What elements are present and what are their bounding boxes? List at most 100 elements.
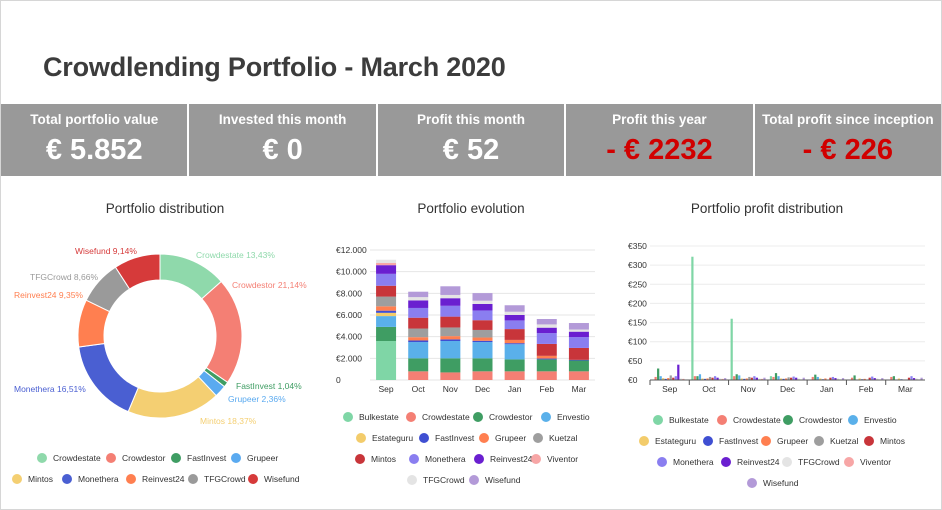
bar-mintos-mar xyxy=(907,377,911,380)
legend-label-mintos: Mintos xyxy=(28,474,53,484)
bar-segment-reinvest24-mar xyxy=(568,331,589,338)
portfolio-distribution-donut: Crowdestate 13,43% Crowdestor 21,14% FastI… xyxy=(12,246,307,484)
bar-mintos-nov xyxy=(750,377,753,380)
legend-label-fastinvest: FastInvest xyxy=(435,433,475,443)
legend-swatch-wisefund xyxy=(747,478,757,488)
bar-crowdestor-sep xyxy=(657,368,660,380)
bar-segment-tfgcrowd-mar xyxy=(568,329,589,332)
bar-segment-crowdestate-jan xyxy=(504,371,525,380)
bar-estateguru-dec xyxy=(779,378,783,380)
slice-label-wisefund: Wisefund 9,14% xyxy=(75,246,137,256)
bar-segment-wisefund-oct xyxy=(408,291,429,298)
legend-label-tfgcrowd: TFGCrowd xyxy=(204,474,246,484)
y-tick-label: €8.000 xyxy=(336,288,362,298)
x-tick-label: Sep xyxy=(662,384,677,394)
bar-segment-fastinvest-nov xyxy=(440,339,461,341)
bar-segment-monethera-sep xyxy=(376,273,397,286)
legend-swatch-crowdestor xyxy=(783,415,793,425)
legend-label-envestio: Envestio xyxy=(864,415,897,425)
bar-tfgcrowd-feb xyxy=(876,378,879,380)
y-tick-label: €350 xyxy=(628,241,647,251)
kpi-total-profit-since-inception: Total profit since inception - € 226 xyxy=(754,104,942,176)
kpi-value: € 0 xyxy=(262,134,303,166)
donut-slice-crowdestor xyxy=(201,280,243,384)
legend-swatch-monethera xyxy=(657,457,667,467)
slice-label-tfgcrowd: TFGCrowd 8,66% xyxy=(30,272,98,282)
legend-label-grupeer: Grupeer xyxy=(777,436,808,446)
legend-label-bulkestate: Bulkestate xyxy=(359,412,399,422)
bar-segment-crowdestor-feb xyxy=(536,359,557,372)
legend-swatch-tfgcrowd xyxy=(407,475,417,485)
bar-crowdestor-dec xyxy=(774,373,778,380)
legend-label-estateguru: Estateguru xyxy=(655,436,696,446)
bar-grupeer-sep xyxy=(667,378,670,380)
bar-fastinvest-oct xyxy=(703,378,707,380)
kpi-value: - € 226 xyxy=(802,134,893,166)
legend-swatch-estateguru xyxy=(639,436,649,446)
slice-label-crowdestor: Crowdestor 21,14% xyxy=(232,280,307,290)
bar-segment-crowdestate-oct xyxy=(408,371,429,380)
bar-crowdestate-oct xyxy=(693,376,697,380)
bar-crowdestate-feb xyxy=(850,377,854,380)
kpi-bar: Total portfolio value € 5.852 Invested t… xyxy=(1,104,942,176)
bar-segment-reinvest24-nov xyxy=(440,298,461,306)
bar-segment-crowdestate-mar xyxy=(568,371,589,380)
bar-fastinvest-sep xyxy=(664,378,667,380)
bar-viventor-sep xyxy=(682,378,685,380)
bar-segment-reinvest24-sep xyxy=(376,265,397,274)
legend-label-reinvest24: Reinvest24 xyxy=(737,457,780,467)
bar-segment-wisefund-feb xyxy=(536,319,557,325)
kpi-label: Total profit since inception xyxy=(762,112,934,127)
bar-crowdestor-nov xyxy=(735,374,738,380)
kpi-profit-this-month: Profit this month € 52 xyxy=(377,104,567,176)
bar-crowdestor-mar xyxy=(892,376,895,380)
legend-swatch-crowdestor xyxy=(473,412,483,422)
bar-segment-wisefund-jan xyxy=(504,305,525,312)
slice-label-grupeer: Grupeer 2,36% xyxy=(228,394,286,404)
bar-segment-crowdestate-dec xyxy=(472,371,493,380)
legend-swatch-grupeer xyxy=(479,433,489,443)
bar-grupeer-jan xyxy=(824,378,827,380)
y-tick-label: €12.000 xyxy=(336,245,367,255)
legend-swatch-kuetzal xyxy=(533,433,543,443)
bar-segment-monethera-oct xyxy=(408,307,429,318)
bar-grupeer-dec xyxy=(784,378,788,380)
evolution-chart-title: Portfolio evolution xyxy=(417,201,525,216)
legend-swatch-reinvest24 xyxy=(126,474,136,484)
legend-label-tfgcrowd: TFGCrowd xyxy=(798,457,840,467)
kpi-label: Profit this year xyxy=(612,112,707,127)
bar-segment-envestio-nov xyxy=(440,341,461,359)
legend-swatch-wisefund xyxy=(248,474,258,484)
legend-swatch-reinvest24 xyxy=(721,457,731,467)
legend-swatch-wisefund xyxy=(469,475,479,485)
bar-reinvest24-sep xyxy=(677,364,680,380)
bar-segment-crowdestor-jan xyxy=(504,359,525,372)
bar-monethera-mar xyxy=(910,376,913,380)
bar-segment-fastinvest-dec xyxy=(472,340,493,343)
legend-swatch-kuetzal xyxy=(814,436,824,446)
bar-estateguru-nov xyxy=(740,378,743,380)
legend-label-tfgcrowd: TFGCrowd xyxy=(423,475,465,485)
legend-label-crowdestor: Crowdestor xyxy=(489,412,533,422)
distribution-chart-title: Portfolio distribution xyxy=(105,201,225,216)
bar-envestio-dec xyxy=(777,376,780,380)
legend-swatch-bulkestate xyxy=(343,412,353,422)
legend-label-wisefund: Wisefund xyxy=(485,475,521,485)
bar-mintos-feb xyxy=(868,377,871,380)
bar-segment-mintos-feb xyxy=(536,343,557,356)
bar-segment-envestio-dec xyxy=(472,342,493,359)
y-tick-label: €6.000 xyxy=(336,310,362,320)
kpi-value: € 5.852 xyxy=(45,134,143,166)
bar-segment-reinvest24-dec xyxy=(472,303,493,311)
x-tick-label: Oct xyxy=(412,384,426,394)
legend-label-kuetzal: Kuetzal xyxy=(830,436,858,446)
legend-swatch-crowdestate xyxy=(37,453,47,463)
kpi-label: Profit this month xyxy=(417,112,526,127)
bar-wisefund-oct xyxy=(724,378,727,380)
bar-viventor-nov xyxy=(760,378,764,380)
bar-mintos-jan xyxy=(829,377,832,380)
kpi-value: € 52 xyxy=(442,134,500,166)
bar-segment-tfgcrowd-sep xyxy=(376,259,397,263)
bar-segment-fastinvest-mar xyxy=(568,359,589,361)
slice-label-reinvest24: Reinvest24 9,35% xyxy=(14,290,83,300)
